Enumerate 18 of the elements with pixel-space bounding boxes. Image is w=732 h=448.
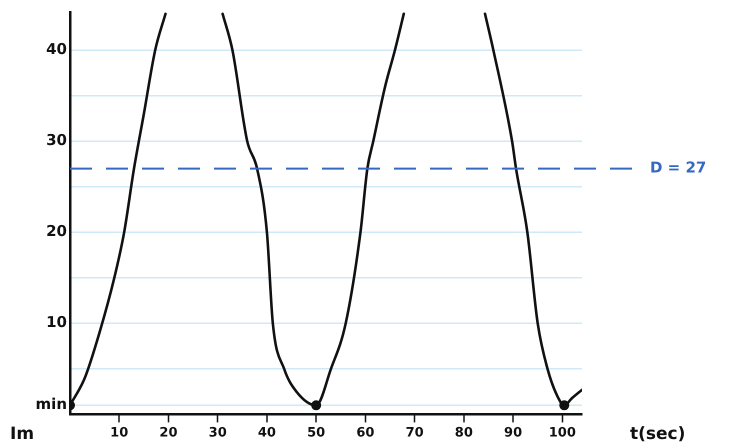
x-tick-label: 100 xyxy=(548,426,576,441)
y-tick-label: min xyxy=(36,395,67,414)
x-tick-label: 80 xyxy=(454,426,473,441)
y-tick-label: 30 xyxy=(46,131,67,150)
ref-line-label: D = 27 xyxy=(650,158,706,176)
y-tick-label: 40 xyxy=(46,40,67,58)
x-axis-title: t(sec) xyxy=(630,424,686,444)
x-tick-label: 60 xyxy=(356,426,374,441)
x-tick-label: 40 xyxy=(258,426,276,441)
x-tick-label: 90 xyxy=(504,426,522,441)
y-tick-label: 20 xyxy=(46,222,67,240)
x-tick-label: 50 xyxy=(307,426,326,441)
x-tick-label: 70 xyxy=(406,426,424,441)
x-tick-label: 30 xyxy=(208,426,227,441)
text: Im xyxy=(10,424,34,444)
x-tick-label: 20 xyxy=(159,426,178,441)
x-tick-label: 10 xyxy=(110,426,128,441)
y-tick-label: 10 xyxy=(46,313,67,332)
